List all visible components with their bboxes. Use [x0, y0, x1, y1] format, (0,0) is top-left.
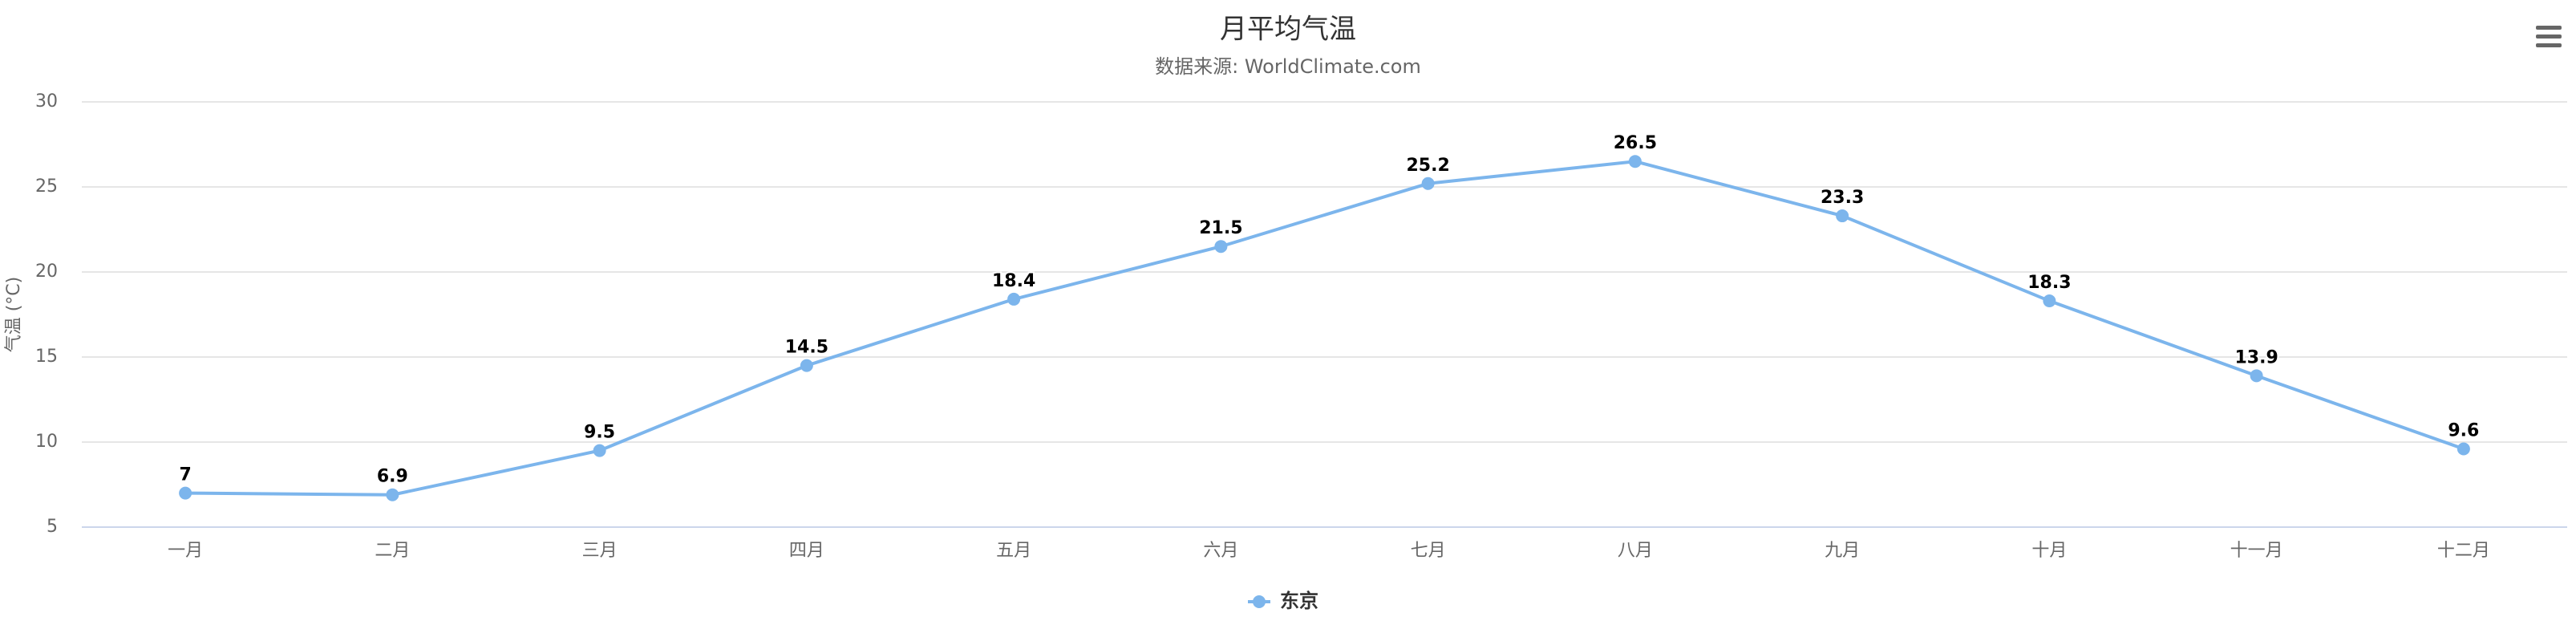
y-tick-label: 5 [47, 517, 58, 537]
point [2043, 294, 2056, 308]
y-tick-label: 20 [35, 262, 58, 282]
data-label: 14.5 [785, 338, 828, 358]
data-label: 18.3 [2027, 273, 2071, 293]
data-label: 23.3 [1821, 188, 1864, 208]
x-tick-label: 七月 [1411, 541, 1446, 561]
x-tick-label: 五月 [996, 541, 1031, 561]
point [1421, 177, 1435, 190]
data-label: 13.9 [2234, 347, 2278, 367]
menu-bar[interactable] [2536, 26, 2562, 30]
point [1214, 240, 1228, 254]
y-tick-label: 10 [35, 432, 58, 452]
x-tick-label: 十一月 [2230, 541, 2283, 561]
x-tick-label: 一月 [168, 541, 203, 561]
point [2250, 369, 2263, 383]
menu-bar[interactable] [2536, 34, 2562, 39]
x-tick-label: 八月 [1618, 541, 1653, 561]
x-tick-label: 二月 [375, 541, 410, 561]
y-tick-label: 25 [35, 177, 58, 197]
point [386, 488, 399, 501]
chart-title: 月平均气温 [1220, 14, 1356, 46]
point [1836, 209, 1849, 223]
x-tick-label: 六月 [1203, 541, 1238, 561]
y-tick-label: 15 [35, 347, 58, 367]
data-label: 7 [179, 465, 191, 485]
y-tick-label: 30 [35, 91, 58, 112]
x-tick-label: 十月 [2031, 541, 2067, 561]
point [593, 444, 606, 457]
x-tick-label: 三月 [582, 541, 618, 561]
point [1628, 155, 1642, 168]
data-label: 9.5 [584, 423, 615, 443]
data-label: 18.4 [992, 271, 1035, 291]
point [1007, 292, 1021, 306]
data-label: 25.2 [1406, 156, 1449, 176]
menu-button[interactable] [2536, 26, 2562, 47]
data-label: 26.5 [1614, 133, 1657, 153]
data-label: 6.9 [377, 467, 408, 487]
menu-bar[interactable] [2536, 43, 2562, 47]
chart-subtitle: 数据来源: WorldClimate.com [1155, 55, 1421, 78]
point [179, 486, 192, 500]
x-tick-label: 四月 [789, 541, 824, 561]
legend-marker [1253, 595, 1266, 608]
point [800, 359, 813, 372]
y-axis-title: 气温 (°C) [4, 277, 24, 353]
data-label: 9.6 [2448, 420, 2479, 440]
x-tick-label: 九月 [1825, 541, 1860, 561]
x-tick-label: 十二月 [2437, 541, 2490, 561]
data-label: 21.5 [1199, 218, 1242, 238]
point [2457, 442, 2470, 456]
legend-label: 东京 [1280, 590, 1318, 612]
line [185, 160, 2465, 497]
